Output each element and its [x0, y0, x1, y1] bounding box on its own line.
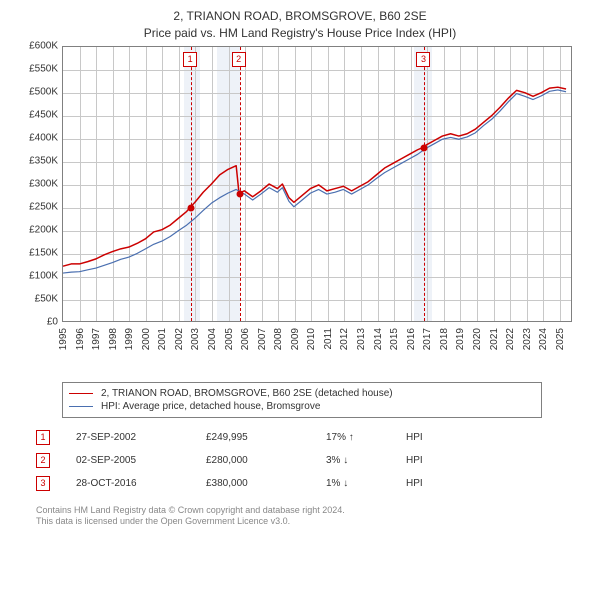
y-tick-label: £550K [18, 63, 58, 74]
title-block: 2, TRIANON ROAD, BROMSGROVE, B60 2SE Pri… [0, 0, 600, 46]
legend-swatch [69, 393, 93, 394]
event-delta-pct: 17% [326, 432, 346, 443]
legend-label: 2, TRIANON ROAD, BROMSGROVE, B60 2SE (de… [101, 388, 393, 399]
x-tick-label: 2003 [190, 328, 201, 350]
y-tick-label: £500K [18, 86, 58, 97]
x-tick-label: 1999 [124, 328, 135, 350]
x-tick-label: 2021 [489, 328, 500, 350]
attribution-line-1: Contains HM Land Registry data © Crown c… [36, 505, 580, 517]
x-tick-label: 2009 [290, 328, 301, 350]
x-tick-label: 2004 [207, 328, 218, 350]
event-delta: 17% ↑ [326, 432, 406, 443]
event-marker-box: 1 [36, 430, 50, 445]
x-tick-label: 2000 [141, 328, 152, 350]
sale-marker-box: 2 [232, 52, 246, 67]
x-tick-label: 2011 [323, 328, 334, 350]
x-tick-label: 1995 [58, 328, 69, 350]
event-marker-box: 3 [36, 476, 50, 491]
event-vs: HPI [406, 478, 423, 489]
x-tick-label: 1997 [91, 328, 102, 350]
event-row: 127-SEP-2002£249,99517% ↑HPI [36, 426, 580, 449]
legend-swatch [69, 406, 93, 407]
x-tick-label: 2002 [174, 328, 185, 350]
y-tick-label: £400K [18, 132, 58, 143]
x-tick-label: 2006 [240, 328, 251, 350]
x-tick-label: 2008 [273, 328, 284, 350]
arrow-up-icon: ↑ [349, 432, 359, 443]
events-table: 127-SEP-2002£249,99517% ↑HPI202-SEP-2005… [36, 426, 580, 495]
event-row: 202-SEP-2005£280,0003% ↓HPI [36, 449, 580, 472]
event-price: £249,995 [206, 432, 326, 443]
event-delta: 1% ↓ [326, 478, 406, 489]
arrow-down-icon: ↓ [343, 478, 353, 489]
x-tick-label: 2005 [224, 328, 235, 350]
x-tick-label: 2024 [538, 328, 549, 350]
y-tick-label: £0 [18, 316, 58, 327]
x-tick-label: 2015 [389, 328, 400, 350]
sale-point-dot [188, 204, 195, 211]
x-tick-label: 2020 [472, 328, 483, 350]
x-tick-label: 2018 [439, 328, 450, 350]
y-tick-label: £600K [18, 40, 58, 51]
sale-point-dot [236, 190, 243, 197]
event-delta-pct: 1% [326, 478, 340, 489]
attribution: Contains HM Land Registry data © Crown c… [36, 505, 580, 528]
x-tick-label: 2019 [455, 328, 466, 350]
legend-row: HPI: Average price, detached house, Brom… [69, 400, 535, 413]
attribution-line-2: This data is licensed under the Open Gov… [36, 516, 580, 528]
x-tick-label: 2012 [339, 328, 350, 350]
event-date: 27-SEP-2002 [76, 432, 206, 443]
x-tick-label: 2017 [422, 328, 433, 350]
y-tick-label: £50K [18, 293, 58, 304]
event-marker-box: 2 [36, 453, 50, 468]
legend: 2, TRIANON ROAD, BROMSGROVE, B60 2SE (de… [62, 382, 542, 418]
plot-area [62, 46, 572, 322]
event-vs: HPI [406, 432, 423, 443]
x-tick-label: 2010 [306, 328, 317, 350]
x-tick-label: 2022 [505, 328, 516, 350]
arrow-down-icon: ↓ [343, 455, 353, 466]
x-tick-label: 2023 [522, 328, 533, 350]
sale-marker-box: 1 [183, 52, 197, 67]
x-tick-label: 2016 [406, 328, 417, 350]
page-container: 2, TRIANON ROAD, BROMSGROVE, B60 2SE Pri… [0, 0, 600, 528]
y-tick-label: £250K [18, 201, 58, 212]
event-vs: HPI [406, 455, 423, 466]
event-date: 28-OCT-2016 [76, 478, 206, 489]
event-row: 328-OCT-2016£380,0001% ↓HPI [36, 472, 580, 495]
y-tick-label: £350K [18, 155, 58, 166]
y-tick-label: £300K [18, 178, 58, 189]
x-tick-label: 1998 [108, 328, 119, 350]
y-tick-label: £450K [18, 109, 58, 120]
y-tick-label: £200K [18, 224, 58, 235]
sale-marker-box: 3 [416, 52, 430, 67]
title-line-1: 2, TRIANON ROAD, BROMSGROVE, B60 2SE [8, 8, 592, 25]
x-tick-label: 2025 [555, 328, 566, 350]
legend-row: 2, TRIANON ROAD, BROMSGROVE, B60 2SE (de… [69, 387, 535, 400]
x-tick-label: 2014 [373, 328, 384, 350]
event-date: 02-SEP-2005 [76, 455, 206, 466]
event-delta-pct: 3% [326, 455, 340, 466]
y-tick-label: £150K [18, 247, 58, 258]
y-tick-label: £100K [18, 270, 58, 281]
x-tick-label: 2001 [157, 328, 168, 350]
title-line-2: Price paid vs. HM Land Registry's House … [8, 25, 592, 42]
event-delta: 3% ↓ [326, 455, 406, 466]
legend-label: HPI: Average price, detached house, Brom… [101, 401, 320, 412]
x-tick-label: 2013 [356, 328, 367, 350]
chart-wrap: £0 £50K £100K £150K £200K £250K £300K £350K £400… [20, 46, 580, 376]
event-price: £380,000 [206, 478, 326, 489]
series-svg [63, 47, 571, 321]
event-price: £280,000 [206, 455, 326, 466]
series-price_paid [63, 87, 566, 266]
x-tick-label: 1996 [75, 328, 86, 350]
sale-point-dot [421, 144, 428, 151]
x-tick-label: 2007 [257, 328, 268, 350]
